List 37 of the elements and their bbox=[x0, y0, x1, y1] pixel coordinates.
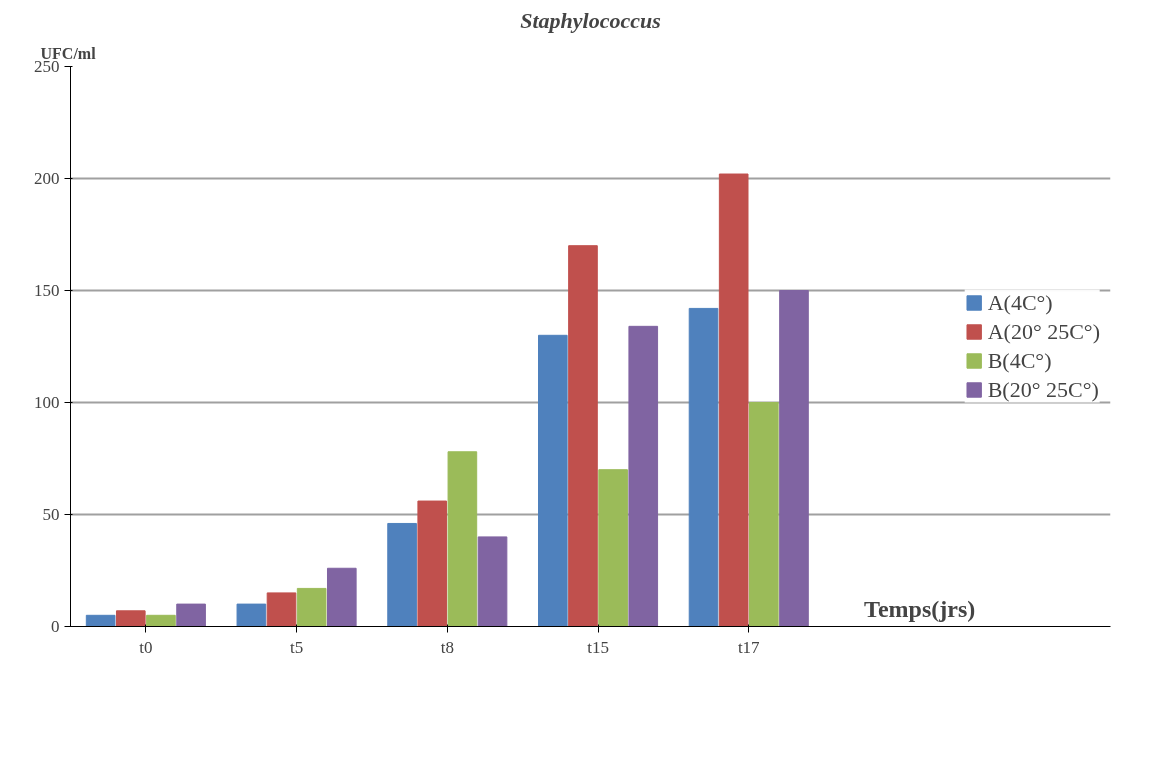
bar bbox=[628, 325, 659, 627]
x-tick-label: t0 bbox=[139, 637, 153, 657]
legend-label: A(4C°) bbox=[987, 289, 1053, 316]
bar bbox=[296, 587, 327, 627]
bar bbox=[387, 522, 417, 627]
bar bbox=[538, 334, 568, 627]
bar bbox=[779, 290, 809, 627]
y-tick-label: 100 bbox=[34, 393, 60, 412]
x-tick-label: t8 bbox=[440, 637, 454, 657]
bar bbox=[688, 307, 719, 627]
y-tick-label: 200 bbox=[34, 169, 60, 188]
bar bbox=[115, 610, 146, 627]
x-tick-label: t17 bbox=[737, 637, 761, 657]
bar bbox=[568, 245, 598, 627]
y-tick-label: 0 bbox=[51, 617, 60, 636]
bar bbox=[718, 173, 749, 627]
legend-label: B(4C°) bbox=[987, 347, 1052, 374]
x-axis-title: Temps(jrs) bbox=[864, 595, 976, 622]
bar bbox=[749, 402, 779, 627]
bar bbox=[598, 469, 628, 627]
x-tick-label: t5 bbox=[289, 637, 304, 657]
legend-label: B(20° 25C°) bbox=[987, 376, 1099, 403]
bar bbox=[266, 592, 297, 627]
legend-label: A(20° 25C°) bbox=[987, 318, 1100, 345]
bar bbox=[447, 451, 478, 627]
bar bbox=[236, 603, 267, 627]
bar bbox=[477, 536, 508, 627]
chart-title: Staphylococcus bbox=[520, 7, 661, 33]
y-axis-title: UFC/ml bbox=[40, 44, 97, 62]
y-tick-label: 150 bbox=[34, 281, 60, 300]
bar bbox=[85, 614, 116, 627]
x-tick-label: t15 bbox=[587, 637, 609, 657]
bar bbox=[326, 567, 357, 627]
y-tick-label: 50 bbox=[42, 505, 60, 524]
bar bbox=[176, 603, 206, 627]
bar bbox=[417, 500, 448, 627]
bar bbox=[146, 614, 176, 627]
